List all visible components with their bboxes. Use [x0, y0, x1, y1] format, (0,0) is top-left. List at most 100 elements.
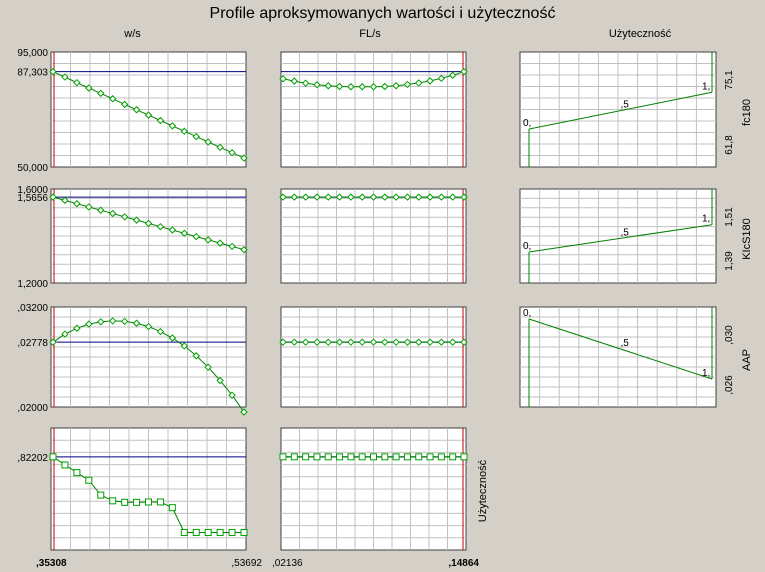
panel-KIcS180-ws-point [120, 213, 129, 221]
panel-AAP-ws-point [97, 318, 105, 326]
panel-AAP-fls-point [279, 338, 287, 346]
panel-Uyteczno-ws-point [216, 528, 224, 536]
column-header-ws: w/s [124, 28, 141, 40]
panel-AAP-ws-point [132, 319, 141, 327]
panel-fc180-fls-point [381, 82, 389, 91]
panel-KIcS180-ws-ytick-current: 1,5656 [17, 193, 48, 204]
panel-AAP-fls-point [460, 338, 468, 346]
panel-fc180-fls-point [448, 71, 457, 79]
panel-KIcS180-fls-point [392, 193, 400, 201]
panel-fc180-ws-point [192, 132, 200, 141]
panel-Uyteczno-fls-point [324, 453, 332, 461]
panel-AAP-fls-point [426, 338, 434, 346]
panel-fc180-ws-point [61, 73, 69, 81]
panel-AAP-ws-point [192, 352, 200, 360]
panel-KIcS180-ws-point [97, 206, 105, 214]
panel-Uyteczno-ws-point [73, 469, 81, 477]
panel-AAP-ws-point [61, 330, 69, 338]
panel-fc180-ws-point [216, 143, 224, 152]
panel-KIcS180-ws-point [85, 203, 93, 211]
panel-KIcS180-ws-point [228, 242, 236, 251]
desirability-KIcS180-tick-high: 1,51 [724, 207, 735, 227]
panel-Uyteczno-fls-point [437, 453, 445, 461]
panel-KIcS180-ws-ytick-max: 1,6000 [17, 185, 48, 196]
panel-AAP-ws-point [240, 408, 248, 416]
panel-KIcS180-ws-point [240, 246, 248, 254]
panel-fc180-fls-point [358, 83, 366, 91]
panel-KIcS180-ws-frame-grid [51, 189, 246, 283]
panel-KIcS180-ws-point [204, 236, 212, 244]
panel-AAP-ws-point [180, 342, 189, 350]
panel-Uyteczno-fls-frame-grid [281, 428, 466, 550]
panel-KIcS180-ws-point [132, 216, 141, 224]
desirability-fc180-tick-high: 75,1 [724, 70, 735, 90]
panel-AAP-ws-point [156, 327, 165, 336]
panel-AAP-ws-ytick-min: ,02000 [17, 403, 48, 414]
panel-AAP-fls-point [369, 338, 378, 346]
desirability-fc180-d-label-0: 0, [523, 118, 531, 129]
panel-KIcS180-fls-point [324, 193, 332, 201]
panel-KIcS180-fls-point [335, 193, 344, 201]
panel-AAP-fls-point [381, 338, 389, 346]
panel-AAP-ws-frame-grid [51, 307, 246, 407]
panel-fc180-ws-point [156, 116, 165, 125]
panel-KIcS180-ws-point [192, 232, 200, 241]
desirability-KIcS180-frame-grid [520, 189, 716, 283]
panel-fc180-ws-frame-grid [51, 52, 246, 167]
panel-fc180-ws-ytick-max: 95,000 [17, 48, 48, 59]
panel-AAP-ws-point [228, 391, 236, 399]
panel-KIcS180-ws-point [180, 229, 189, 237]
column-header-fls: FL/s [359, 28, 381, 40]
desirability-KIcS180-d-label-mid: ,5 [621, 227, 630, 238]
panel-fc180-fls-point [324, 82, 332, 90]
panel-Uyteczno-ws-frame-grid [51, 428, 246, 550]
panel-Uyteczno-fls-point [415, 453, 423, 461]
panel-fc180-fls-point [403, 80, 412, 89]
panel-KIcS180-fls-point [290, 193, 299, 201]
panel-KIcS180-fls-point [448, 193, 457, 201]
panel-Uyteczno-ws-point [180, 528, 188, 536]
desirability-AAP-d-label-mid: ,5 [621, 338, 630, 349]
panel-AAP-fls-point [415, 338, 423, 346]
panel-fc180-ws-point [85, 84, 93, 92]
panel-fc180-ws-point [228, 148, 236, 157]
panel-AAP-fls-point [358, 338, 366, 346]
panel-fc180-ws-point [97, 89, 105, 98]
panel-KIcS180-ws-point [144, 219, 153, 228]
panel-AAP-ws-point [204, 363, 212, 371]
panel-KIcS180-fls-point [381, 193, 389, 201]
panel-AAP-ws-point [108, 317, 117, 325]
panel-KIcS180-fls-point [301, 193, 310, 201]
panel-KIcS180-ws-point [216, 239, 224, 247]
chart-title: Profile aproksymowanych wartości i użyte… [209, 5, 556, 22]
panel-Uyteczno-fls-point [279, 453, 287, 461]
panel-Uyteczno-ws-point [133, 498, 141, 506]
desirability-AAP-response-label: AAP [741, 349, 753, 371]
panel-fc180-fls-point [335, 82, 344, 91]
panel-AAP-ws-point [85, 320, 93, 328]
panel-AAP-fls-point [403, 338, 412, 346]
panel-Uyteczno-ws-point [204, 528, 212, 536]
panel-Uyteczno-fls-point [460, 453, 468, 461]
panel-KIcS180-fls-point [415, 193, 423, 201]
panel-Uyteczno-fls-point [370, 453, 377, 461]
panel-KIcS180-fls-frame-grid [281, 189, 466, 283]
panel-fc180-fls-point [347, 83, 355, 91]
panel-Uyteczno-ws-point [192, 528, 200, 536]
panel-Uyteczno-fls-point [358, 453, 366, 461]
panel-AAP-ws-ytick-current: ,02778 [17, 338, 48, 349]
desirability-AAP-d-label-0: 0, [523, 308, 531, 319]
panel-KIcS180-fls-point [369, 193, 378, 201]
panel-fc180-ws-point [144, 111, 153, 119]
desirability-AAP-d-label-1: 1, [702, 368, 710, 379]
panel-fc180-ws-point [240, 154, 248, 162]
panel-Uyteczno-ws-point [240, 528, 248, 536]
panel-AAP-ws-point [49, 338, 57, 346]
panel-fc180-ws-point [168, 122, 177, 130]
panel-AAP-fls-point [347, 338, 355, 346]
panel-Uyteczno-fls-point [381, 453, 389, 461]
panel-Uyteczno-fls-point [290, 453, 298, 461]
panel-Uyteczno-fls-point [347, 453, 355, 461]
panel-KIcS180-fls-point [460, 193, 468, 201]
